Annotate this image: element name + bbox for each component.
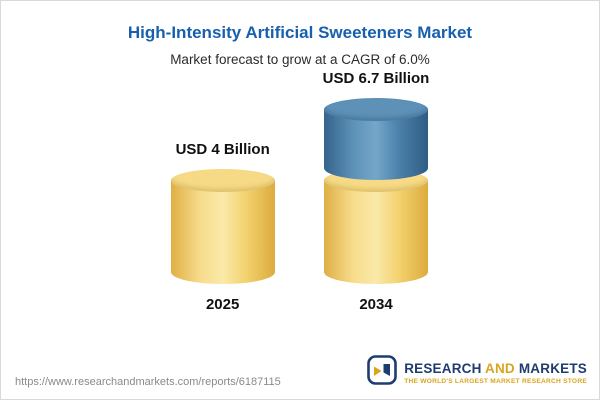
category-label-2025: 2025 [205, 296, 240, 313]
cylinder-2034 [324, 98, 428, 284]
chart-subtitle: Market forecast to grow at a CAGR of 6.0… [170, 52, 430, 67]
chart-title: High-Intensity Artificial Sweeteners Mar… [127, 23, 473, 42]
researchandmarkets-logo-text: RESEARCH AND MARKETS THE WORLD'S LARGEST… [404, 361, 587, 385]
researchandmarkets-logo: RESEARCH AND MARKETS THE WORLD'S LARGEST… [367, 355, 587, 390]
logo-tagline: THE WORLD'S LARGEST MARKET RESEARCH STOR… [404, 377, 587, 385]
logo-word-research: RESEARCH [404, 360, 482, 376]
researchandmarkets-logo-mark-icon [367, 355, 398, 390]
logo-word-and: AND [485, 360, 515, 376]
logo-word-markets: MARKETS [518, 360, 587, 376]
value-label-2025: USD 4 Billion [175, 140, 270, 158]
bar-group-2025: USD 4 Billion 2025 [170, 140, 275, 313]
bar-group-2034: USD 6.7 Billion 2034 [323, 70, 430, 313]
category-label-2034: 2034 [359, 296, 393, 313]
logo-wordmark: RESEARCH AND MARKETS [404, 361, 587, 376]
cylinder-2025 [170, 168, 275, 284]
source-url[interactable]: https://www.researchandmarkets.com/repor… [15, 376, 281, 388]
value-label-2034: USD 6.7 Billion [322, 70, 430, 88]
cylinder-bar-chart: USD 4 Billion 2025 USD 6.7 Billion 2034 [1, 70, 599, 313]
